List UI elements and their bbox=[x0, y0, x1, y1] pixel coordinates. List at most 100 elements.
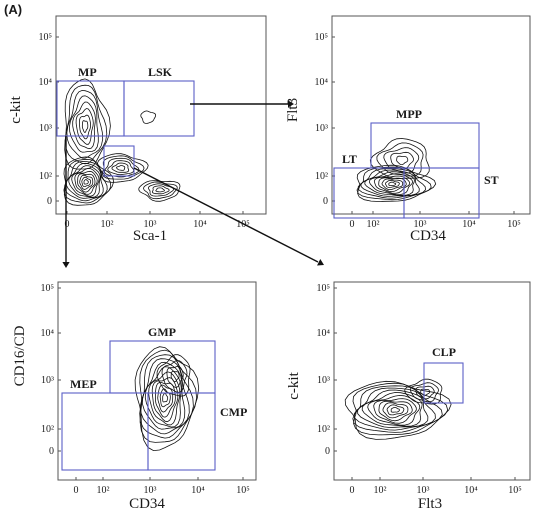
x-tick-label: 10² bbox=[101, 219, 114, 230]
density-contour bbox=[79, 174, 94, 190]
density-contour bbox=[81, 176, 91, 188]
y-tick-label: 10² bbox=[39, 171, 52, 182]
contour-plot bbox=[63, 78, 181, 206]
panel-p3: 10⁵ 10⁴ 10³ 10² 0 0 10² 10³ 10⁴ 10⁵ CD34 CD16/CD GMP… bbox=[12, 281, 257, 512]
gate-cmp bbox=[147, 392, 216, 471]
arrow-lsk-to-stem-head bbox=[288, 100, 294, 108]
gate-label: LT bbox=[342, 152, 357, 166]
x-tick-label: 10³ bbox=[144, 485, 157, 496]
x-axis-title: Sca-1 bbox=[133, 228, 167, 244]
density-contour bbox=[71, 167, 100, 197]
density-contour bbox=[77, 173, 96, 193]
contour-plot bbox=[134, 346, 200, 452]
x-axis-title: CD34 bbox=[129, 496, 165, 512]
x-tick-label: 10⁵ bbox=[236, 219, 250, 230]
y-axis-title: c-kit bbox=[8, 95, 24, 123]
y-axis-title: c-kit bbox=[286, 371, 302, 399]
density-contour bbox=[107, 160, 135, 176]
density-contour bbox=[140, 358, 190, 435]
plot-frame bbox=[333, 281, 531, 481]
x-axis-title: Flt3 bbox=[418, 496, 442, 512]
y-tick-label: 0 bbox=[49, 446, 54, 457]
y-tick-label: 0 bbox=[47, 196, 52, 207]
density-contour bbox=[388, 181, 397, 187]
y-axis-title: Flt3 bbox=[285, 98, 301, 122]
panel-p2: 10⁵ 10⁴ 10³ 10² 0 0 10² 10³ 10⁴ 10⁵ CD34 Flt3 MPP LT S… bbox=[285, 15, 531, 244]
density-contour bbox=[138, 180, 181, 202]
density-contour bbox=[72, 101, 96, 150]
y-tick-label: 10² bbox=[317, 424, 330, 435]
density-contour bbox=[162, 392, 169, 403]
density-contour bbox=[148, 371, 181, 426]
y-axis-title: CD16/CD bbox=[12, 325, 28, 386]
density-contour bbox=[396, 155, 409, 166]
density-contour bbox=[68, 165, 101, 198]
x-axis-title: CD34 bbox=[410, 228, 446, 244]
y-tick-label: 10³ bbox=[315, 123, 328, 134]
density-contour bbox=[404, 378, 443, 405]
y-tick-label: 10⁴ bbox=[41, 328, 55, 339]
gate-unlabeled bbox=[103, 145, 135, 177]
density-contour bbox=[157, 384, 174, 413]
density-contour bbox=[156, 354, 191, 397]
density-contour bbox=[78, 114, 91, 140]
x-tick-label: 10⁴ bbox=[191, 485, 205, 496]
density-contour bbox=[383, 147, 420, 174]
x-tick-label: 0 bbox=[350, 485, 355, 496]
y-tick-label: 0 bbox=[325, 446, 330, 457]
density-contour bbox=[420, 388, 431, 396]
gate-label: CLP bbox=[432, 345, 456, 359]
density-contour bbox=[83, 179, 89, 185]
density-contour bbox=[143, 181, 178, 200]
gate-clp bbox=[423, 362, 464, 404]
density-contour bbox=[376, 142, 424, 177]
x-tick-label: 10⁴ bbox=[462, 219, 476, 230]
density-contour bbox=[151, 185, 170, 195]
density-contour bbox=[140, 110, 156, 124]
density-contour bbox=[409, 382, 439, 403]
density-contour bbox=[64, 78, 111, 170]
contour-plot bbox=[344, 378, 452, 440]
density-contour bbox=[111, 162, 130, 173]
density-contour bbox=[382, 402, 409, 419]
y-tick-label: 10³ bbox=[41, 375, 54, 386]
y-tick-label: 10² bbox=[41, 424, 54, 435]
y-tick-label: 10⁴ bbox=[317, 328, 331, 339]
x-tick-label: 10⁴ bbox=[464, 485, 478, 496]
density-contour bbox=[357, 168, 426, 199]
gate-label: MEP bbox=[70, 377, 97, 391]
x-tick-label: 10² bbox=[367, 219, 380, 230]
x-tick-label: 10³ bbox=[414, 219, 427, 230]
density-contour bbox=[390, 407, 400, 413]
density-contour bbox=[367, 394, 421, 426]
arrow-mp-to-progenitors-head bbox=[62, 262, 70, 268]
x-tick-label: 0 bbox=[350, 219, 355, 230]
density-contour bbox=[170, 370, 180, 383]
density-contour bbox=[373, 175, 411, 194]
panel-p4: 10⁵ 10⁴ 10³ 10² 0 0 10² 10³ 10⁴ 10⁵ Flt3 c-kit CLP bbox=[286, 281, 531, 512]
y-tick-label: 10⁵ bbox=[39, 32, 53, 43]
plot-frame bbox=[57, 281, 257, 481]
gate-label: CMP bbox=[220, 405, 247, 419]
density-contour bbox=[147, 183, 175, 197]
y-tick-label: 0 bbox=[323, 196, 328, 207]
y-tick-label: 10⁴ bbox=[315, 77, 329, 88]
density-contour bbox=[97, 153, 149, 183]
panel-p1: 10⁵ 10⁴ 10³ 10² 0 0 10² 10³ 10⁴ 10⁵ Sca-1 c-kit MP LS… bbox=[8, 15, 267, 244]
density-contour bbox=[361, 392, 423, 427]
density-contour bbox=[116, 165, 126, 171]
density-contour bbox=[75, 108, 94, 145]
x-tick-label: 10³ bbox=[417, 485, 430, 496]
x-tick-label: 10⁵ bbox=[508, 485, 522, 496]
y-tick-label: 10³ bbox=[317, 375, 330, 386]
density-contour bbox=[415, 385, 435, 400]
x-tick-label: 10² bbox=[97, 485, 110, 496]
gate-lsk bbox=[123, 80, 195, 137]
y-tick-label: 10⁵ bbox=[315, 32, 329, 43]
arrow-to-lymphoid bbox=[133, 167, 319, 263]
density-contour bbox=[386, 404, 405, 416]
density-contour bbox=[390, 151, 414, 170]
density-contour bbox=[81, 120, 89, 133]
gate-label: ST bbox=[484, 173, 499, 187]
